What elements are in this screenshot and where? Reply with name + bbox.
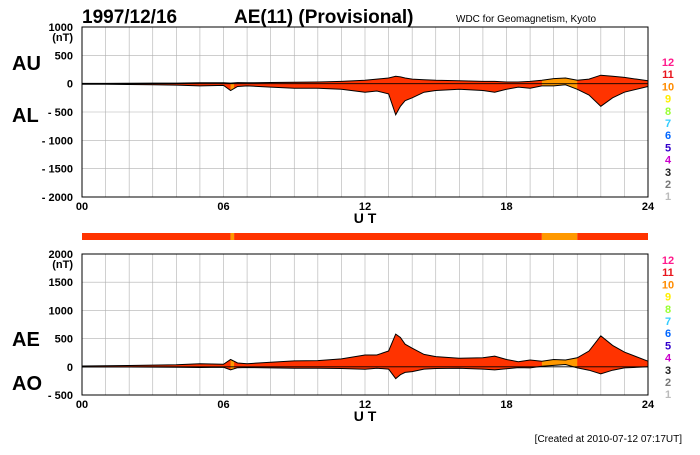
legend-count-7: 7 (665, 316, 671, 328)
strip-segment (541, 233, 578, 240)
x-tick-label: 18 (500, 201, 512, 213)
strip-segment (234, 233, 542, 240)
created-timestamp: [Created at 2010-07-12 07:17UT] (535, 434, 683, 445)
legend-count-5: 5 (665, 340, 671, 352)
legend-count-7: 7 (665, 118, 671, 130)
x-tick-label: 12 (359, 399, 371, 411)
series-label-au: AU (12, 53, 41, 75)
legend-count-2: 2 (665, 377, 671, 389)
x-tick-label: 24 (642, 201, 655, 213)
series-line-au (82, 74, 649, 84)
source-label: WDC for Geomagnetism, Kyoto (456, 14, 596, 25)
legend-count-11: 11 (662, 267, 674, 279)
y-tick-label: - 500 (48, 107, 73, 119)
strip-segment (577, 233, 648, 240)
legend-count-4: 4 (665, 353, 672, 365)
legend-count-8: 8 (665, 304, 671, 316)
strip-segment (82, 233, 231, 240)
station-count-strip (82, 233, 648, 240)
series-label-ao: AO (12, 373, 42, 395)
y-unit-label: (nT) (52, 259, 73, 271)
legend-count-1: 1 (665, 191, 671, 203)
legend-count-2: 2 (665, 179, 671, 191)
x-tick-label: 24 (642, 399, 655, 411)
x-axis-label: U T (354, 210, 377, 226)
x-axis-label: U T (354, 408, 377, 424)
legend-count-3: 3 (665, 167, 671, 179)
y-tick-label: 0 (67, 362, 73, 374)
plot-frame (81, 253, 649, 396)
x-tick-label: 12 (359, 201, 371, 213)
legend-count-9: 9 (665, 292, 671, 304)
x-tick-label: 06 (217, 201, 229, 213)
legend-count-12: 12 (662, 255, 674, 267)
y-tick-label: 500 (55, 334, 73, 346)
area-fill (82, 334, 648, 379)
legend-count-6: 6 (665, 328, 671, 340)
y-tick-label: 1500 (49, 277, 73, 289)
y-tick-label: - 2000 (42, 192, 73, 204)
x-tick-label: 06 (217, 399, 229, 411)
y-tick-label: - 500 (48, 390, 73, 402)
legend-count-9: 9 (665, 94, 671, 106)
chart-title: AE(11) (Provisional) (234, 7, 414, 28)
y-tick-label: 0 (67, 79, 73, 91)
y-tick-label: 2000 (49, 249, 73, 261)
legend-count-12: 12 (662, 57, 674, 69)
y-tick-label: 1000 (49, 22, 73, 34)
date-title: 1997/12/16 (82, 7, 177, 28)
series-label-ae: AE (12, 329, 40, 351)
series-line-ae (81, 333, 649, 367)
y-tick-label: - 1500 (42, 164, 73, 176)
legend-count-8: 8 (665, 106, 671, 118)
series-label-al: AL (12, 105, 39, 127)
y-unit-label: (nT) (52, 32, 73, 44)
legend-count-1: 1 (665, 389, 671, 401)
plot-frame (81, 26, 649, 198)
y-tick-label: - 1000 (42, 135, 73, 147)
legend-count-3: 3 (665, 365, 671, 377)
strip-segment (230, 233, 235, 240)
series-line-ao (82, 363, 649, 380)
legend-count-10: 10 (662, 81, 674, 93)
x-tick-label: 18 (500, 399, 512, 411)
legend-count-10: 10 (662, 279, 674, 291)
y-tick-label: 1000 (49, 305, 73, 317)
x-tick-label: 00 (76, 399, 88, 411)
x-tick-label: 00 (76, 201, 88, 213)
area-fill-alt (541, 334, 578, 379)
legend-count-4: 4 (665, 155, 672, 167)
legend-count-6: 6 (665, 130, 671, 142)
y-tick-label: 500 (55, 50, 73, 62)
series-line-al (81, 83, 649, 117)
legend-count-11: 11 (662, 69, 674, 81)
panel-upper: 1000 500 0 - 500 - 1000 - 1500 - 2000 (nT) 00 06 1… (12, 22, 674, 226)
legend-count-5: 5 (665, 142, 671, 154)
area-fill-alt (230, 334, 235, 379)
